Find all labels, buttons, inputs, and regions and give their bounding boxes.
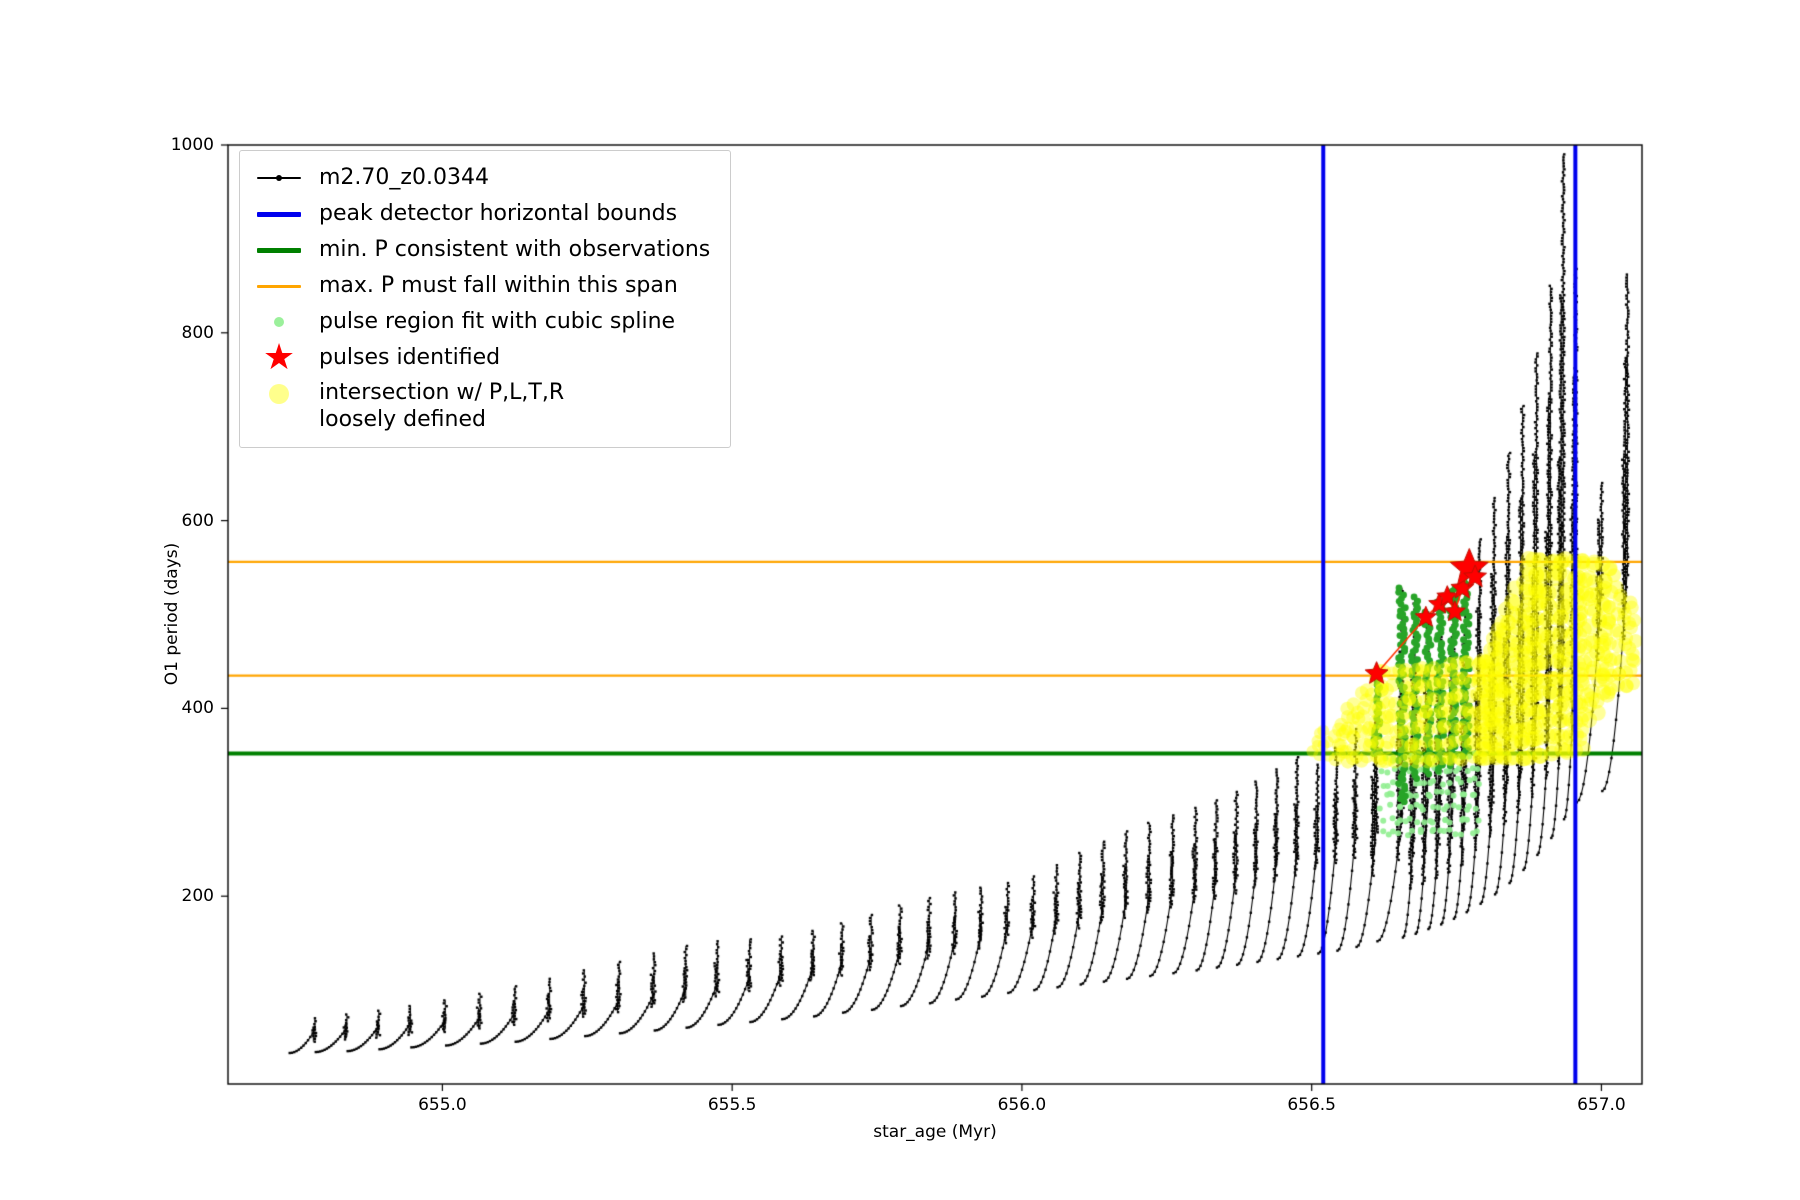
legend-label: intersection w/ P,L,T,R loosely defined xyxy=(319,380,564,434)
legend-item-min-p: min. P consistent with observations xyxy=(254,236,710,264)
blue-line-icon xyxy=(257,212,301,217)
legend-item-span: max. P must fall within this span xyxy=(254,272,710,300)
x-tick-label: 657.0 xyxy=(1566,1095,1636,1115)
star-icon: ★ xyxy=(263,344,295,372)
yellow-dot-icon xyxy=(269,384,289,404)
x-tick-label: 655.5 xyxy=(697,1095,767,1115)
intersection-dot-swatch xyxy=(254,380,304,408)
min-p-line-swatch xyxy=(254,236,304,264)
y-tick-label: 1000 xyxy=(164,135,214,155)
legend-label: max. P must fall within this span xyxy=(319,273,678,300)
figure-root: star_age (Myr) O1 period (days) m2.70_z0… xyxy=(0,0,1800,1200)
y-tick-label: 800 xyxy=(164,323,214,343)
line-with-dot-icon xyxy=(257,177,301,179)
legend-item-intersection: intersection w/ P,L,T,R loosely defined xyxy=(254,380,710,434)
legend-label: min. P consistent with observations xyxy=(319,237,710,264)
orange-line-icon xyxy=(257,285,301,288)
legend-item-pulses: ★ pulses identified xyxy=(254,344,710,372)
y-tick-label: 600 xyxy=(164,511,214,531)
spline-dot-swatch xyxy=(254,308,304,336)
bounds-line-swatch xyxy=(254,200,304,228)
y-axis-label: O1 period (days) xyxy=(162,543,182,686)
legend-item-track: m2.70_z0.0344 xyxy=(254,164,710,192)
pulse-star-swatch: ★ xyxy=(254,344,304,372)
y-tick-label: 400 xyxy=(164,698,214,718)
x-tick-label: 655.0 xyxy=(407,1095,477,1115)
x-tick-label: 656.5 xyxy=(1277,1095,1347,1115)
legend-label: pulse region fit with cubic spline xyxy=(319,309,675,336)
legend-label: pulses identified xyxy=(319,345,500,372)
green-line-icon xyxy=(257,248,301,253)
span-line-swatch xyxy=(254,272,304,300)
y-tick-label: 200 xyxy=(164,886,214,906)
lightgreen-dot-icon xyxy=(274,317,284,327)
track-line-swatch xyxy=(254,164,304,192)
legend-label: m2.70_z0.0344 xyxy=(319,165,489,192)
x-tick-label: 656.0 xyxy=(987,1095,1057,1115)
legend: m2.70_z0.0344 peak detector horizontal b… xyxy=(239,150,731,448)
legend-item-spline: pulse region fit with cubic spline xyxy=(254,308,710,336)
x-axis-label: star_age (Myr) xyxy=(873,1122,996,1142)
legend-item-bounds: peak detector horizontal bounds xyxy=(254,200,710,228)
legend-label: peak detector horizontal bounds xyxy=(319,201,677,228)
